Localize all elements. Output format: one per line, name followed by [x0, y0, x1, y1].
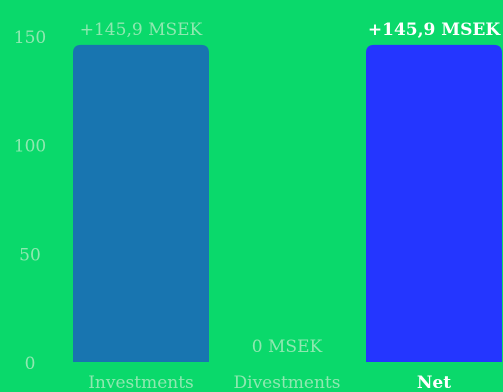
y-axis: 0 50 100 150 [14, 28, 46, 374]
y-tick-label: 50 [19, 245, 41, 265]
y-tick-label: 150 [14, 28, 46, 48]
bars-group [73, 44, 502, 362]
data-label-investments: +145,9 MSEK [80, 20, 203, 40]
x-axis: Investments Divestments Net [88, 373, 451, 392]
y-tick-label: 100 [14, 137, 46, 157]
bar-net [366, 44, 502, 362]
category-label-net: Net [417, 373, 451, 392]
category-label-divestments: Divestments [234, 373, 341, 392]
data-labels-group: +145,9 MSEK 0 MSEK +145,9 MSEK [80, 20, 502, 357]
data-label-divestments: 0 MSEK [252, 337, 323, 357]
y-tick-label: 0 [25, 354, 36, 374]
bar-investments [73, 44, 209, 362]
data-label-net: +145,9 MSEK [368, 20, 501, 40]
category-label-investments: Investments [88, 373, 194, 392]
